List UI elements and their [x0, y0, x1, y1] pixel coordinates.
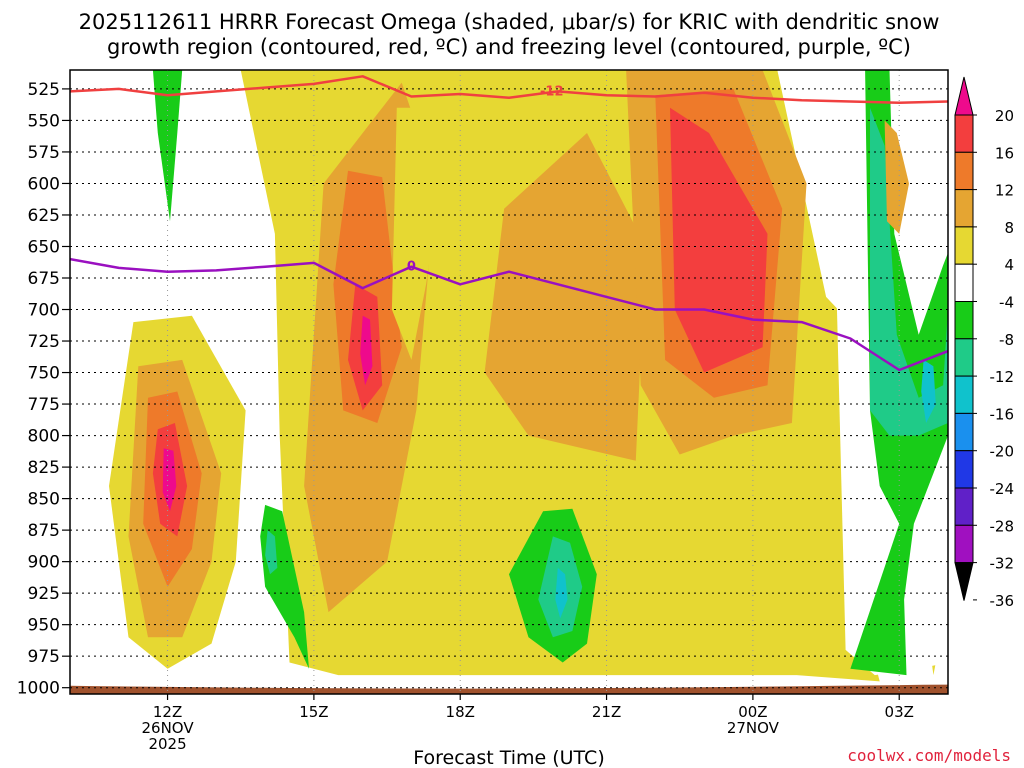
y-tick-label: 950: [28, 616, 60, 636]
omega-region-19: [870, 107, 948, 436]
contour-label--12: -12: [540, 84, 564, 99]
colorbar-bin: [954, 189, 974, 228]
y-tick-label: 875: [28, 521, 60, 541]
ground-band-fill: [70, 684, 948, 694]
colorbar-bin: [954, 412, 974, 452]
x-tick-label: 26NOV: [141, 719, 194, 737]
credit-link[interactable]: coolwx.com/models: [847, 746, 1011, 765]
y-axis: 525 550 575 600 625 650 675 700 725 750 775 800 825 8…: [17, 80, 70, 699]
chart-title-line-1: 2025112611 HRRR Forecast Omega (shaded, …: [79, 10, 940, 34]
omega-region-15: [360, 315, 373, 386]
contour-line-0: [70, 257, 948, 372]
colorbar-bin: [954, 301, 974, 340]
omega-region-28: [772, 460, 817, 669]
colorbar-bin: [954, 338, 974, 377]
x-tick-label: 03Z: [885, 703, 914, 721]
x-tick-label: 18Z: [446, 703, 475, 721]
colorbar-label: -28: [990, 517, 1015, 535]
y-tick-label: 825: [28, 458, 60, 478]
y-tick-label: 525: [28, 80, 60, 100]
omega-region-20: [921, 359, 936, 423]
x-tick-label: 2025: [148, 735, 186, 753]
y-tick-label: 750: [28, 364, 60, 384]
y-tick-label: 600: [28, 174, 60, 194]
colorbar-bin: [954, 375, 974, 414]
y-tick-label: 975: [28, 647, 60, 667]
x-tick-label: 21Z: [592, 703, 621, 721]
colorbar-bin: [954, 263, 974, 303]
colorbar-bin: [954, 226, 974, 265]
colorbar-bin: [954, 524, 974, 564]
colorbar-bin: [954, 450, 974, 489]
y-tick-label: 725: [28, 332, 60, 352]
colorbar-label: 12: [995, 182, 1014, 200]
omega-region-26: [391, 107, 441, 360]
colorbar-label: -20: [990, 443, 1015, 461]
contour-lines: -12 0: [70, 75, 948, 372]
omega-region-24: [555, 567, 568, 619]
colorbar-label: -12: [990, 368, 1015, 386]
y-tick-label: 900: [28, 553, 60, 573]
y-tick-label: 550: [28, 111, 60, 131]
colorbar-label: -16: [990, 405, 1015, 423]
colorbar-bin: [954, 487, 974, 526]
y-tick-label: 925: [28, 584, 60, 604]
y-tick-label: 775: [28, 395, 60, 415]
y-tick-label: 650: [28, 237, 60, 257]
ground-band: [70, 684, 948, 694]
omega-region-13: [670, 107, 768, 373]
contour-label-0: 0: [407, 260, 416, 275]
colorbar-label: 20: [995, 107, 1014, 125]
colorbar-label: 4: [1004, 256, 1014, 274]
y-tick-label: 675: [28, 269, 60, 289]
colorbar: 20 16 12 8 4 -4 -8 -12 -16 -20 -24 -28 -32 -36: [954, 76, 1015, 610]
colorbar-top-arrow: [954, 76, 974, 116]
x-tick-label: 12Z: [153, 703, 182, 721]
colorbar-label: -36: [990, 592, 1015, 610]
x-tick-label: 15Z: [299, 703, 328, 721]
plot-frame: [69, 69, 949, 695]
omega-region-14: [162, 448, 177, 512]
colorbar-label: -8: [999, 331, 1014, 349]
colorbar-label: 8: [1004, 219, 1014, 237]
colorbar-label: -24: [990, 480, 1015, 498]
x-tick-label: 00Z: [738, 703, 767, 721]
x-axis-title: Forecast Time (UTC): [413, 747, 604, 768]
y-tick-label: 850: [28, 490, 60, 510]
colorbar-label: -4: [999, 294, 1014, 312]
colorbar-label: 16: [995, 144, 1014, 162]
contour-line--12: [70, 75, 948, 105]
omega-region-27: [884, 120, 909, 234]
colorbar-bin: [954, 114, 974, 153]
y-tick-label: 800: [28, 427, 60, 447]
colorbar-bottom-arrow: [954, 562, 974, 601]
y-tick-label: 700: [28, 301, 60, 321]
chart-title-line-2: growth region (contoured, red, ºC) and f…: [107, 35, 911, 59]
gridlines: [70, 70, 948, 694]
omega-region-25: [265, 530, 278, 575]
y-tick-label: 625: [28, 206, 60, 226]
colorbar-label: -32: [990, 555, 1015, 573]
y-tick-label: 575: [28, 143, 60, 163]
y-tick-label: 1000: [17, 679, 60, 699]
x-tick-label: 27NOV: [727, 719, 780, 737]
colorbar-bin: [954, 151, 974, 191]
